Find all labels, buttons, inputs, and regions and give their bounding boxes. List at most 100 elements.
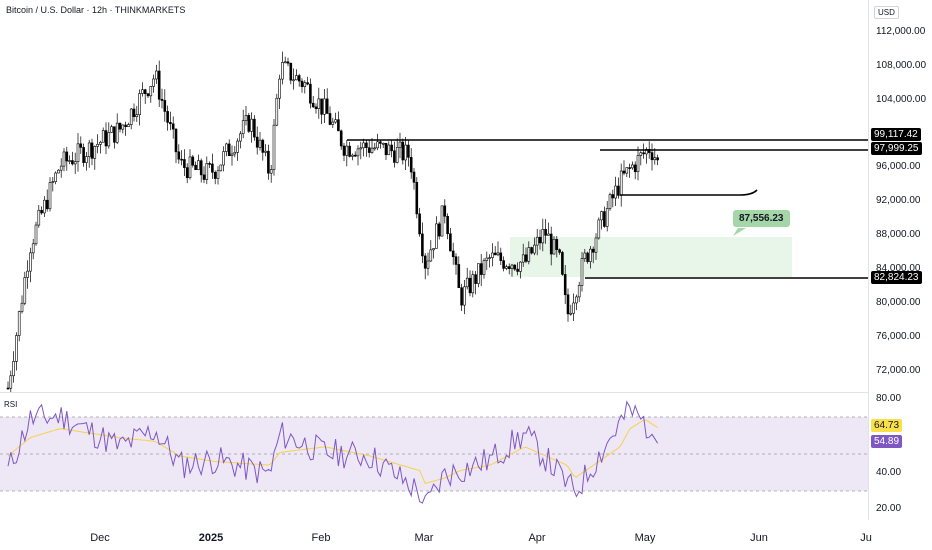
candle-down [118, 122, 122, 130]
candle-up [275, 97, 279, 126]
candle-up [222, 151, 225, 166]
price-tick: 104,000.00 [876, 94, 927, 105]
candle-down [82, 147, 85, 163]
rsi-label: RSI [4, 400, 18, 409]
price-chart[interactable] [0, 0, 868, 392]
candle-up [552, 238, 556, 255]
candle-up [281, 62, 284, 80]
candle-down [45, 199, 49, 210]
chart-title: Bitcoin / U.S. Dollar · 12h · THINKMARKE… [6, 5, 186, 15]
candle-up [87, 142, 91, 157]
candle-down [342, 145, 346, 156]
candle-down [493, 252, 497, 256]
candle-down [163, 100, 167, 112]
candle-down [247, 115, 251, 132]
candle-up [619, 170, 623, 196]
candle-up [269, 169, 273, 174]
price-scale[interactable] [868, 0, 932, 520]
candle-down [166, 111, 169, 123]
candle-down [337, 119, 340, 132]
price-badge: 99,117.42 [871, 128, 921, 141]
candle-down [213, 171, 217, 179]
candle-down [113, 126, 116, 143]
candle-up [9, 375, 13, 389]
rsi-ma-badge: 64.73 [871, 419, 903, 432]
candle-down [507, 266, 511, 269]
candle-up [580, 258, 584, 286]
candle-down [561, 252, 564, 275]
candle-up [138, 93, 141, 116]
price-tick: 92,000.00 [876, 195, 921, 206]
candle-up [54, 172, 57, 182]
candle-down [367, 147, 371, 153]
candle-down [393, 150, 396, 163]
candle-down [6, 387, 10, 390]
candle-down [253, 118, 256, 138]
candle-down [379, 141, 382, 144]
candle-down [446, 215, 449, 235]
candle-down [90, 142, 94, 159]
price-badge: 97,999.25 [871, 142, 922, 155]
candle-up [23, 277, 27, 304]
candle-down [211, 163, 214, 173]
candle-up [547, 233, 550, 236]
candle-down [157, 70, 161, 100]
candle-down [437, 223, 441, 237]
candle-up [12, 361, 15, 377]
candle-down [202, 174, 206, 180]
candle-up [225, 143, 228, 152]
rsi-pane[interactable] [0, 392, 868, 520]
candle-down [160, 98, 164, 101]
callout-pointer [733, 228, 746, 236]
time-axis[interactable] [0, 520, 868, 550]
candle-up [575, 296, 578, 304]
candle-down [339, 130, 343, 147]
candle-down [460, 287, 463, 306]
candle-down [40, 209, 43, 214]
candle-up [432, 248, 435, 251]
rsi-value-badge: 54.89 [871, 435, 903, 448]
rsi-line [7, 400, 659, 504]
candle-down [309, 83, 312, 104]
candle-up [295, 75, 298, 81]
candle-up [244, 115, 248, 121]
candle-down [191, 156, 195, 166]
candle-down [544, 229, 547, 236]
candle-up [107, 132, 111, 147]
candle-up [152, 78, 155, 87]
candle-down [132, 108, 136, 117]
candle-up [429, 249, 433, 262]
currency-label[interactable]: USD [874, 6, 899, 19]
candle-up [188, 156, 192, 179]
candle-down [180, 158, 183, 161]
candle-down [409, 157, 413, 173]
candle-up [216, 170, 220, 179]
candle-up [404, 144, 407, 161]
candle-up [34, 224, 38, 245]
candle-up [387, 144, 391, 156]
candle-down [79, 143, 83, 148]
price-badge: 82,824.23 [871, 271, 922, 284]
candle-up [197, 160, 200, 170]
price-tick: 96,000.00 [876, 161, 921, 172]
candle-up [15, 335, 18, 362]
candle-up [37, 209, 41, 226]
candles [6, 51, 659, 392]
candle-up [57, 169, 60, 174]
candle-down [104, 130, 108, 147]
candle-up [317, 98, 321, 109]
candle-down [603, 211, 606, 227]
time-label: May [634, 532, 656, 544]
candle-up [505, 266, 508, 269]
candle-down [611, 194, 615, 199]
candle-up [17, 311, 21, 336]
candle-up [85, 156, 88, 163]
target-callout[interactable]: 87,556.23 [733, 210, 790, 227]
candle-up [127, 124, 130, 128]
candle-down [479, 263, 483, 275]
candle-up [440, 205, 444, 237]
candle-up [345, 145, 349, 156]
candle-up [233, 152, 237, 155]
candle-down [468, 277, 472, 294]
candle-up [303, 82, 307, 87]
